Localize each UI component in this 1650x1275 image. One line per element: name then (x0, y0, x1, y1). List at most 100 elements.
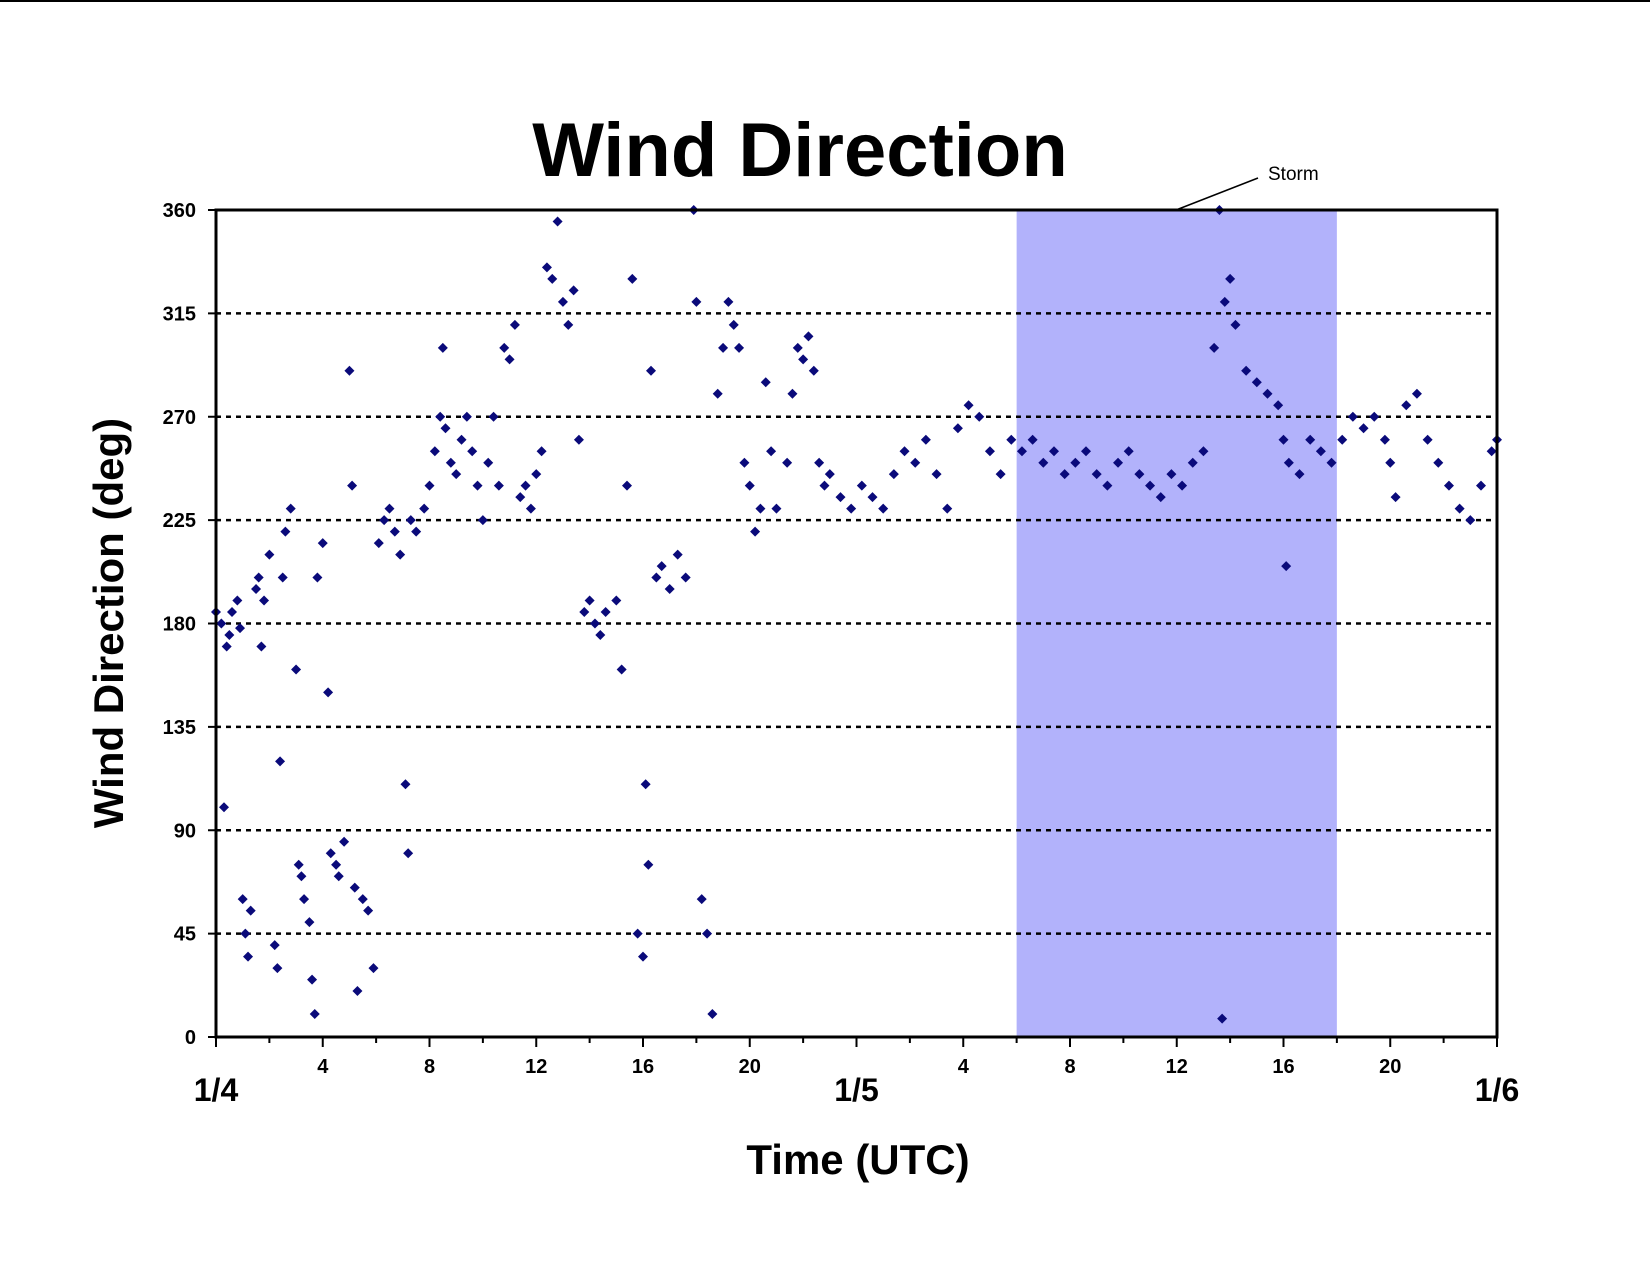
data-point (1358, 423, 1369, 434)
data-point (952, 423, 963, 434)
data-point (245, 905, 256, 916)
data-point (304, 917, 315, 928)
data-point (638, 951, 648, 962)
y-tick-label-0: 0 (185, 1027, 196, 1049)
data-point (312, 572, 323, 583)
data-point (1294, 469, 1305, 480)
data-point (563, 319, 574, 330)
data-point (1486, 446, 1497, 457)
data-point (488, 411, 499, 422)
x-hour-tick-label: 20 (1379, 1056, 1401, 1078)
data-point (293, 859, 304, 870)
data-point (440, 423, 451, 434)
data-point (467, 446, 478, 457)
data-point (1016, 446, 1027, 457)
data-point (584, 595, 595, 606)
data-point (541, 262, 552, 273)
data-point (1385, 457, 1396, 468)
data-point (995, 469, 1006, 480)
data-point (435, 411, 446, 422)
data-point (333, 871, 344, 882)
data-point (1278, 434, 1289, 445)
data-point (963, 400, 974, 411)
data-point (256, 641, 267, 652)
data-point (1443, 480, 1454, 491)
data-point (299, 894, 310, 905)
data-point (400, 779, 411, 790)
data-point (429, 446, 440, 457)
data-point (461, 411, 472, 422)
data-point (723, 296, 734, 307)
data-point (552, 216, 563, 227)
data-point (1281, 561, 1292, 572)
y-tick-label-135: 135 (163, 717, 196, 739)
data-point (1433, 457, 1444, 468)
data-point (1102, 480, 1113, 491)
data-point (509, 319, 520, 330)
data-point (656, 561, 667, 572)
data-point (264, 549, 275, 560)
data-point (1411, 388, 1422, 399)
data-point (1059, 469, 1070, 480)
y-tick-label-270: 270 (163, 407, 196, 429)
data-point (621, 480, 632, 491)
data-point (1219, 296, 1230, 307)
data-point (707, 1009, 718, 1020)
data-point (1177, 480, 1188, 491)
y-tick-label-180: 180 (163, 614, 196, 636)
data-point (483, 457, 494, 468)
data-point (627, 273, 638, 284)
data-point (712, 388, 723, 399)
x-hour-tick-label: 16 (632, 1056, 654, 1078)
data-point (1198, 446, 1209, 457)
data-point (259, 595, 270, 606)
data-point (899, 446, 910, 457)
data-point (920, 434, 931, 445)
data-point (419, 503, 430, 514)
data-point (589, 618, 600, 629)
data-point (1422, 434, 1433, 445)
data-point (445, 457, 456, 468)
data-point (1209, 342, 1220, 353)
data-point (1230, 319, 1241, 330)
x-hour-tick-label: 4 (317, 1056, 329, 1078)
data-point (1091, 469, 1102, 480)
data-point (235, 623, 246, 634)
data-point (792, 342, 803, 353)
data-point (1326, 457, 1337, 468)
data-point (739, 457, 750, 468)
data-point (251, 584, 262, 595)
data-point (750, 526, 761, 537)
x-hour-tick-label: 12 (1166, 1056, 1188, 1078)
data-point (611, 595, 622, 606)
data-point (1081, 446, 1092, 457)
data-point (531, 469, 542, 480)
data-point (787, 388, 798, 399)
data-point (1315, 446, 1326, 457)
x-hour-tick-label: 20 (739, 1056, 761, 1078)
data-point (275, 756, 286, 767)
data-point (352, 986, 363, 997)
x-hour-tick-label: 16 (1272, 1056, 1294, 1078)
data-point (499, 342, 510, 353)
data-point (272, 963, 283, 974)
data-point (1155, 492, 1166, 503)
data-point (1027, 434, 1038, 445)
data-point (309, 1009, 320, 1020)
data-point (1123, 446, 1134, 457)
data-point (477, 515, 488, 526)
data-point (835, 492, 846, 503)
data-point (616, 664, 627, 675)
y-tick-label-315: 315 (163, 303, 196, 325)
x-day-tick-label: 1/6 (1475, 1072, 1519, 1108)
data-point (728, 319, 739, 330)
data-point (568, 285, 579, 296)
data-point (243, 951, 254, 962)
data-point (760, 377, 771, 388)
data-point (755, 503, 766, 514)
data-point (224, 629, 235, 640)
data-point (339, 836, 350, 847)
data-point (504, 354, 515, 365)
data-point (718, 342, 729, 353)
data-point (424, 480, 435, 491)
